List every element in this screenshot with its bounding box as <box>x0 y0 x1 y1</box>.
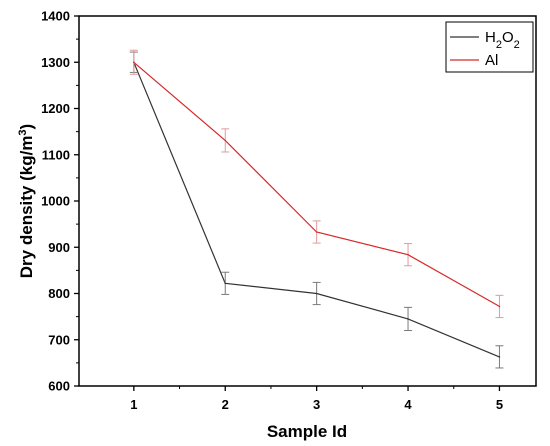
data-point-h2o2 <box>315 292 318 295</box>
legend-box <box>445 21 534 73</box>
data-point-h2o2 <box>224 282 227 285</box>
y-tick-label: 600 <box>48 379 70 394</box>
data-point-al <box>224 139 227 142</box>
legend-label-h2o2: H2O2 <box>485 29 520 51</box>
legend-label-al: Al <box>485 52 498 69</box>
x-tick-label: 4 <box>404 397 412 412</box>
x-tick-label: 5 <box>496 397 503 412</box>
y-tick-label: 1200 <box>41 101 70 116</box>
y-axis: 600 700 800 900 1000 1100 1200 1300 1400 <box>41 9 79 394</box>
data-point-al <box>498 305 501 308</box>
y-axis-title: Dry density (kg/m3) <box>17 124 36 278</box>
series-line-h2o2 <box>133 62 500 358</box>
y-tick-label: 1300 <box>41 55 70 70</box>
data-point-al <box>133 61 135 64</box>
x-axis-title: Sample Id <box>267 422 347 441</box>
series-layer <box>129 49 504 369</box>
x-tick-label: 3 <box>313 397 320 412</box>
y-tick-label: 900 <box>48 240 70 255</box>
x-tick-label: 1 <box>130 397 137 412</box>
series-line-al <box>133 61 500 307</box>
y-tick-label: 1100 <box>42 147 70 162</box>
data-point-h2o2 <box>407 318 409 320</box>
y-tick-label: 700 <box>48 332 70 347</box>
data-point-al <box>407 253 409 256</box>
y-tick-label: 800 <box>48 286 70 301</box>
y-tick-label: 1000 <box>41 194 70 209</box>
x-axis: 1 2 3 4 5 <box>130 386 503 412</box>
x-tick-label: 2 <box>222 397 229 412</box>
legend: H2O2 Al <box>445 21 534 73</box>
data-point-h2o2 <box>498 356 501 358</box>
data-point-al <box>315 231 318 233</box>
y-tick-label: 1400 <box>41 9 70 24</box>
